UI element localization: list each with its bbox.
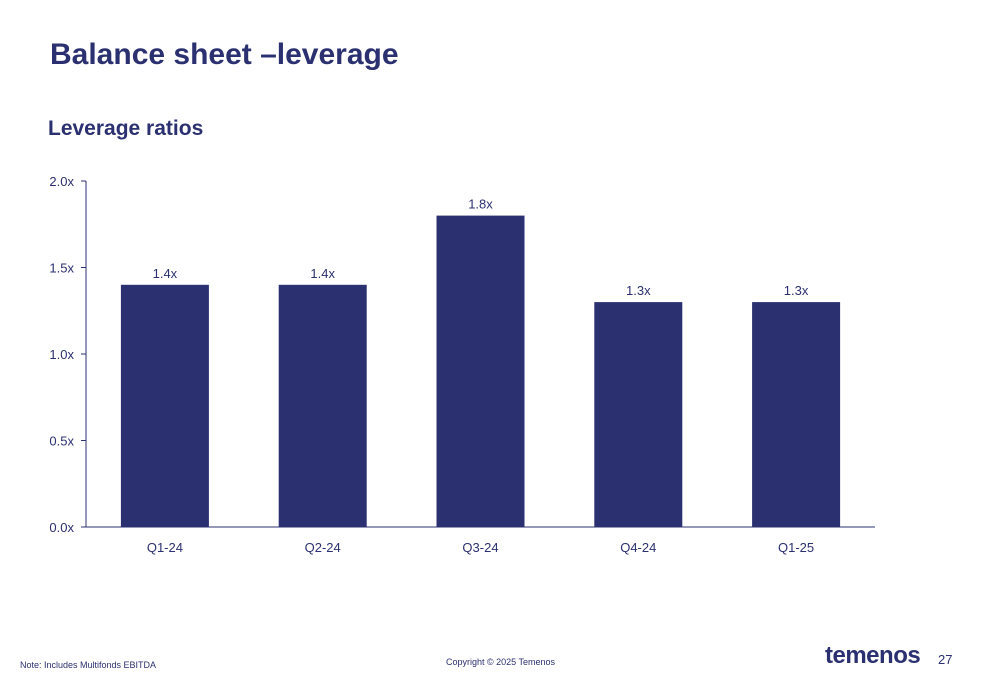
bar [594, 302, 683, 527]
data-label: 1.8x [468, 197, 493, 212]
page-number: 27 [938, 652, 953, 667]
y-tick-label: 0.5x [49, 434, 74, 449]
x-tick-label: Q4-24 [620, 540, 656, 555]
chart-title: Leverage ratios [48, 117, 204, 140]
slide-title: Balance sheet –leverage [50, 38, 399, 71]
bar [436, 215, 525, 527]
data-label: 1.4x [153, 266, 178, 281]
x-tick-label: Q2-24 [305, 540, 341, 555]
y-tick-label: 0.0x [49, 520, 74, 535]
x-tick-label: Q1-24 [147, 540, 183, 555]
data-label: 1.4x [310, 266, 335, 281]
data-label: 1.3x [626, 283, 651, 298]
y-tick-label: 2.0x [49, 174, 74, 189]
x-tick-label: Q1-25 [778, 540, 814, 555]
data-label: 1.3x [784, 283, 809, 298]
bar [120, 284, 209, 527]
bar [752, 302, 841, 527]
y-tick-label: 1.0x [49, 347, 74, 362]
bar [278, 284, 367, 527]
copyright-notice: Copyright © 2025 Temenos [446, 657, 556, 667]
x-tick-label: Q3-24 [462, 540, 498, 555]
y-tick-label: 1.5x [49, 261, 74, 276]
footnote: Note: Includes Multifonds EBITDA [20, 660, 157, 670]
temenos-logo: temenos [825, 642, 921, 669]
